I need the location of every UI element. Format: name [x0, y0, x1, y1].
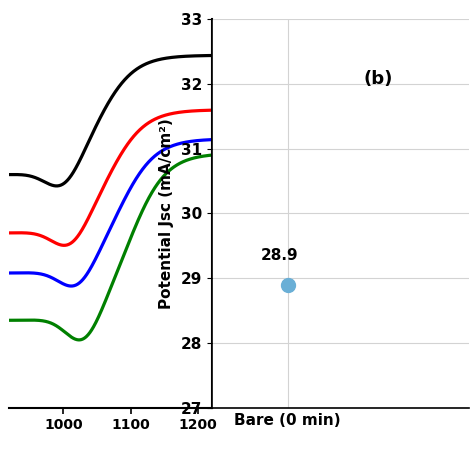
Text: 28.9: 28.9	[261, 248, 299, 263]
Point	[284, 281, 292, 288]
Text: (b): (b)	[364, 70, 393, 88]
Y-axis label: Potential Jsc (mA/cm²): Potential Jsc (mA/cm²)	[159, 118, 174, 309]
